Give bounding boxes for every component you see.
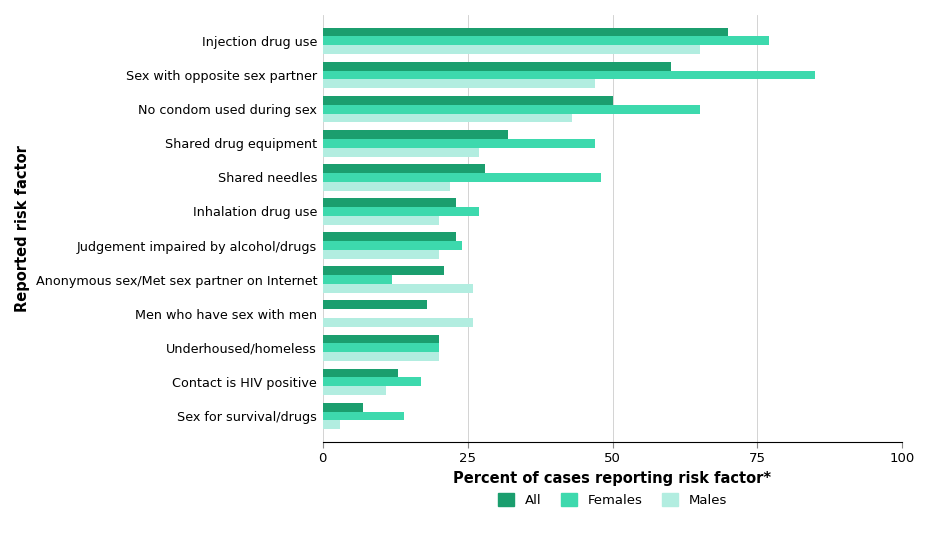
- Bar: [323, 28, 728, 37]
- Bar: [323, 241, 462, 250]
- Bar: [323, 335, 439, 344]
- Bar: [323, 232, 456, 241]
- Bar: [323, 369, 398, 377]
- Bar: [323, 198, 456, 207]
- Bar: [323, 148, 479, 157]
- Bar: [323, 79, 595, 88]
- Bar: [323, 46, 699, 54]
- Bar: [323, 139, 595, 148]
- Bar: [323, 266, 445, 275]
- Bar: [323, 300, 427, 309]
- Bar: [323, 412, 404, 421]
- Bar: [323, 207, 479, 216]
- Bar: [323, 216, 439, 225]
- Bar: [323, 403, 364, 412]
- Bar: [323, 96, 613, 105]
- Bar: [323, 62, 671, 70]
- Legend: All, Females, Males: All, Females, Males: [493, 487, 732, 512]
- Bar: [323, 181, 450, 190]
- Bar: [323, 284, 473, 293]
- Y-axis label: Reported risk factor: Reported risk factor: [15, 145, 30, 312]
- Bar: [323, 37, 769, 46]
- Bar: [323, 344, 439, 352]
- Bar: [323, 421, 340, 430]
- Bar: [323, 386, 387, 395]
- Bar: [323, 105, 699, 114]
- Bar: [323, 164, 485, 173]
- Bar: [323, 250, 439, 259]
- Bar: [323, 130, 508, 139]
- Bar: [323, 114, 572, 123]
- Bar: [323, 318, 473, 327]
- Bar: [323, 173, 601, 181]
- Bar: [323, 352, 439, 361]
- Bar: [323, 377, 421, 386]
- Bar: [323, 275, 392, 284]
- X-axis label: Percent of cases reporting risk factor*: Percent of cases reporting risk factor*: [454, 471, 772, 486]
- Bar: [323, 70, 816, 79]
